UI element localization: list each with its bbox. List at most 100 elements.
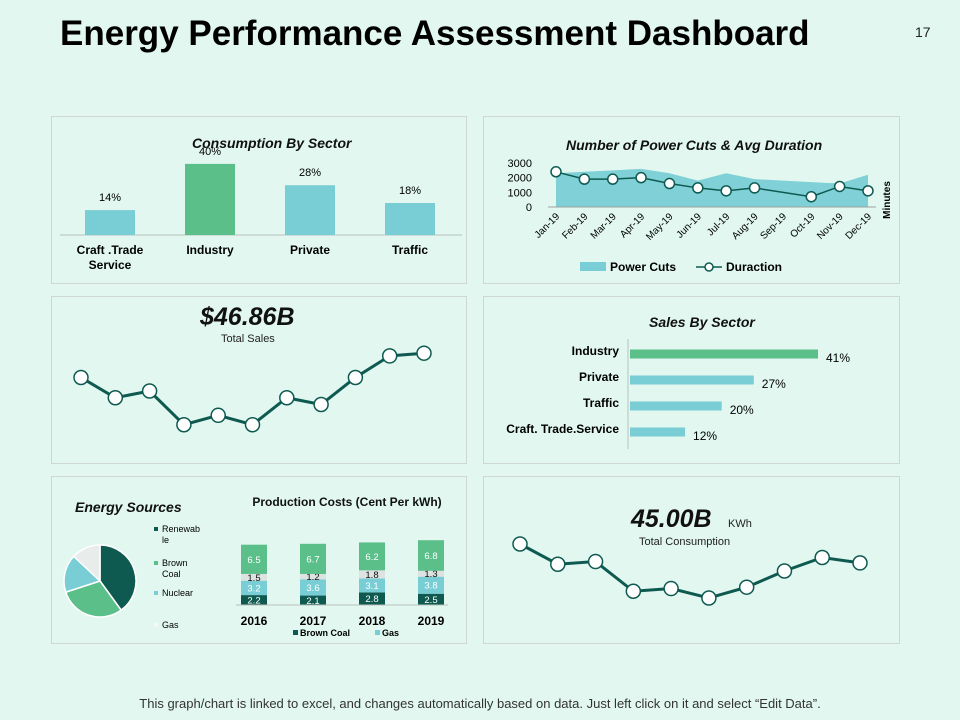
consumption-data-label: 14% — [99, 192, 121, 204]
cost-bar-segment — [241, 595, 267, 605]
consumption-trend-chart — [512, 536, 868, 606]
powercuts-y2-label: Minutes — [882, 181, 893, 219]
powercuts-x-tick: Nov-19 — [815, 211, 846, 242]
consumption-panel[interactable]: Consumption By Sector 14% Craft .Trade Ser… — [51, 116, 467, 284]
consumption-category-label: Service — [89, 258, 132, 272]
cost-data-label: 6.8 — [424, 551, 437, 562]
trend-point — [244, 417, 261, 433]
cost-data-label: 3.6 — [306, 583, 319, 594]
page-number: 17 — [915, 24, 931, 40]
powercuts-x-tick: Aug-19 — [730, 211, 761, 242]
trend-point — [279, 390, 295, 406]
trend-line — [80, 351, 425, 427]
powercuts-x-tick: Oct-19 — [788, 211, 817, 240]
sales-kpi-label: Total Sales — [221, 333, 275, 345]
sales-sector-bar — [630, 349, 818, 359]
duration-point — [606, 173, 619, 185]
cost-data-label: 2.8 — [365, 594, 378, 605]
trend-point — [701, 590, 717, 606]
sales-sector-bar — [630, 401, 722, 411]
powercuts-y-tick: 1000 — [508, 187, 532, 199]
sales-sector-category-label: Industry — [572, 344, 620, 358]
trend-point — [512, 536, 528, 552]
pie-slice — [99, 544, 137, 612]
trend-point — [663, 580, 679, 597]
powercuts-area — [556, 168, 868, 207]
pie-legend-label: Renewab — [162, 524, 200, 534]
cost-data-label: 2.1 — [306, 596, 319, 607]
cost-bar-segment — [418, 540, 444, 571]
cost-bar-segment — [359, 592, 385, 605]
pie-legend-label: Nuclear — [162, 588, 193, 598]
sales-sector-data-label: 20% — [730, 403, 754, 417]
consumption-kpi-value: 45.00B — [631, 505, 712, 533]
cost-category-label: 2017 — [300, 614, 327, 628]
trend-point — [347, 369, 364, 386]
duration-point — [635, 171, 647, 184]
legend-duration-marker — [704, 262, 714, 272]
duration-point — [748, 182, 761, 194]
cost-legend-label: Gas — [382, 628, 399, 638]
consumption-kpi-panel[interactable]: 45.00B KWh Total Consumption — [483, 476, 900, 644]
trend-point — [381, 348, 398, 364]
cost-data-label: 6.5 — [247, 555, 260, 566]
pie-legend-label: Gas — [162, 620, 179, 630]
cost-data-label: 1.2 — [306, 572, 319, 583]
powercuts-x-tick: Mar-19 — [589, 211, 619, 241]
sales-sector-bar — [630, 427, 686, 437]
pie-legend-swatch — [154, 527, 158, 531]
powercuts-x-tick: Apr-19 — [618, 211, 647, 240]
powercuts-x-tick: Jul-19 — [705, 211, 732, 238]
energy-panel[interactable]: Energy Sources Production Costs (Cent Pe… — [51, 476, 467, 644]
sales-sector-data-label: 41% — [826, 351, 850, 365]
cost-bar-segment — [241, 580, 267, 596]
page-title: Energy Performance Assessment Dashboard — [60, 14, 810, 53]
cost-bar-segment — [359, 542, 385, 571]
duration-point — [833, 180, 846, 193]
trend-point — [625, 583, 642, 599]
cost-bar-segment — [300, 579, 326, 596]
duration-point — [720, 185, 732, 197]
trend-point — [587, 553, 604, 570]
powercuts-panel[interactable]: Number of Power Cuts & Avg Duration 3000… — [483, 116, 900, 284]
duration-point — [862, 185, 874, 197]
pie-slice — [64, 580, 123, 618]
sales-kpi-panel[interactable]: $46.86B Total Sales — [51, 296, 467, 464]
energy-sources-title: Energy Sources — [75, 499, 182, 515]
consumption-bar — [85, 210, 135, 235]
cost-bar-segment — [418, 570, 444, 577]
consumption-data-label: 18% — [399, 185, 421, 197]
cost-data-label: 6.2 — [365, 552, 378, 563]
trend-point — [814, 549, 830, 566]
consumption-bar — [385, 203, 435, 235]
powercuts-y-tick: 0 — [526, 202, 532, 214]
cost-data-label: 2.2 — [247, 596, 260, 607]
cost-data-label: 2.5 — [424, 595, 437, 606]
duration-point — [663, 177, 676, 190]
trend-point — [416, 345, 432, 361]
cost-data-label: 6.7 — [306, 554, 319, 565]
cost-data-label: 3.2 — [247, 583, 260, 594]
sales-sector-panel[interactable]: Sales By Sector 41% Industry 27% Private 20%… — [483, 296, 900, 464]
cost-category-label: 2018 — [359, 614, 386, 628]
cost-bar-segment — [359, 570, 385, 579]
footer-note: This graph/chart is linked to excel, and… — [139, 696, 821, 711]
trend-point — [107, 390, 124, 406]
powercuts-y-tick: 3000 — [508, 158, 532, 170]
consumption-category-label: Industry — [186, 243, 234, 257]
consumption-bar — [185, 163, 235, 235]
consumption-data-label: 28% — [299, 167, 321, 179]
cost-category-label: 2019 — [418, 614, 445, 628]
pie-legend-label: le — [162, 535, 169, 545]
trend-point — [550, 556, 566, 572]
pie-legend-swatch — [154, 623, 158, 627]
sales-sector-title: Sales By Sector — [649, 314, 755, 330]
sales-kpi-value: $46.86B — [200, 303, 295, 331]
cost-bar-segment — [241, 573, 267, 581]
cost-category-label: 2016 — [241, 614, 268, 628]
pie-slice — [72, 544, 101, 583]
sales-sector-category-label: Traffic — [583, 396, 619, 410]
trend-point — [738, 579, 755, 595]
sales-sector-chart: 41% Industry 27% Private 20% Traffic 12% Craft.… — [506, 339, 850, 449]
